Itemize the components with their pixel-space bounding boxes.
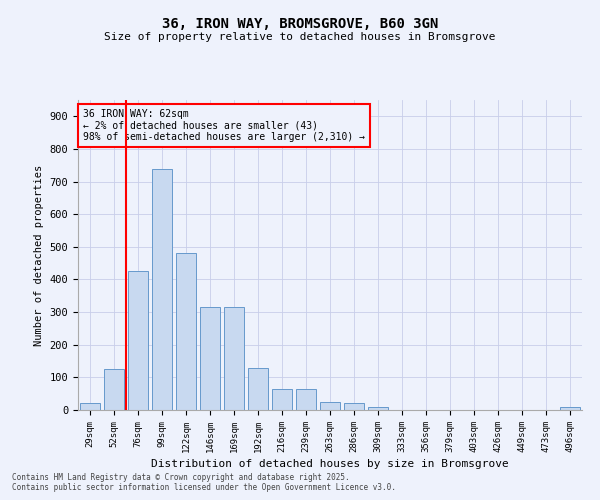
Bar — [296, 389, 316, 410]
Text: Contains public sector information licensed under the Open Government Licence v3: Contains public sector information licen… — [12, 482, 396, 492]
Bar — [80, 404, 100, 410]
Bar — [104, 369, 124, 410]
Text: Contains HM Land Registry data © Crown copyright and database right 2025.: Contains HM Land Registry data © Crown c… — [12, 472, 350, 482]
Bar — [128, 272, 148, 410]
Bar — [176, 254, 196, 410]
Bar — [320, 402, 340, 410]
Text: 36 IRON WAY: 62sqm
← 2% of detached houses are smaller (43)
98% of semi-detached: 36 IRON WAY: 62sqm ← 2% of detached hous… — [83, 110, 365, 142]
Bar — [200, 307, 220, 410]
Text: Size of property relative to detached houses in Bromsgrove: Size of property relative to detached ho… — [104, 32, 496, 42]
Bar — [248, 368, 268, 410]
Bar — [344, 404, 364, 410]
Text: 36, IRON WAY, BROMSGROVE, B60 3GN: 36, IRON WAY, BROMSGROVE, B60 3GN — [162, 18, 438, 32]
Bar — [368, 406, 388, 410]
X-axis label: Distribution of detached houses by size in Bromsgrove: Distribution of detached houses by size … — [151, 459, 509, 469]
Bar — [560, 406, 580, 410]
Bar — [152, 168, 172, 410]
Y-axis label: Number of detached properties: Number of detached properties — [34, 164, 44, 346]
Bar — [272, 389, 292, 410]
Bar — [224, 307, 244, 410]
